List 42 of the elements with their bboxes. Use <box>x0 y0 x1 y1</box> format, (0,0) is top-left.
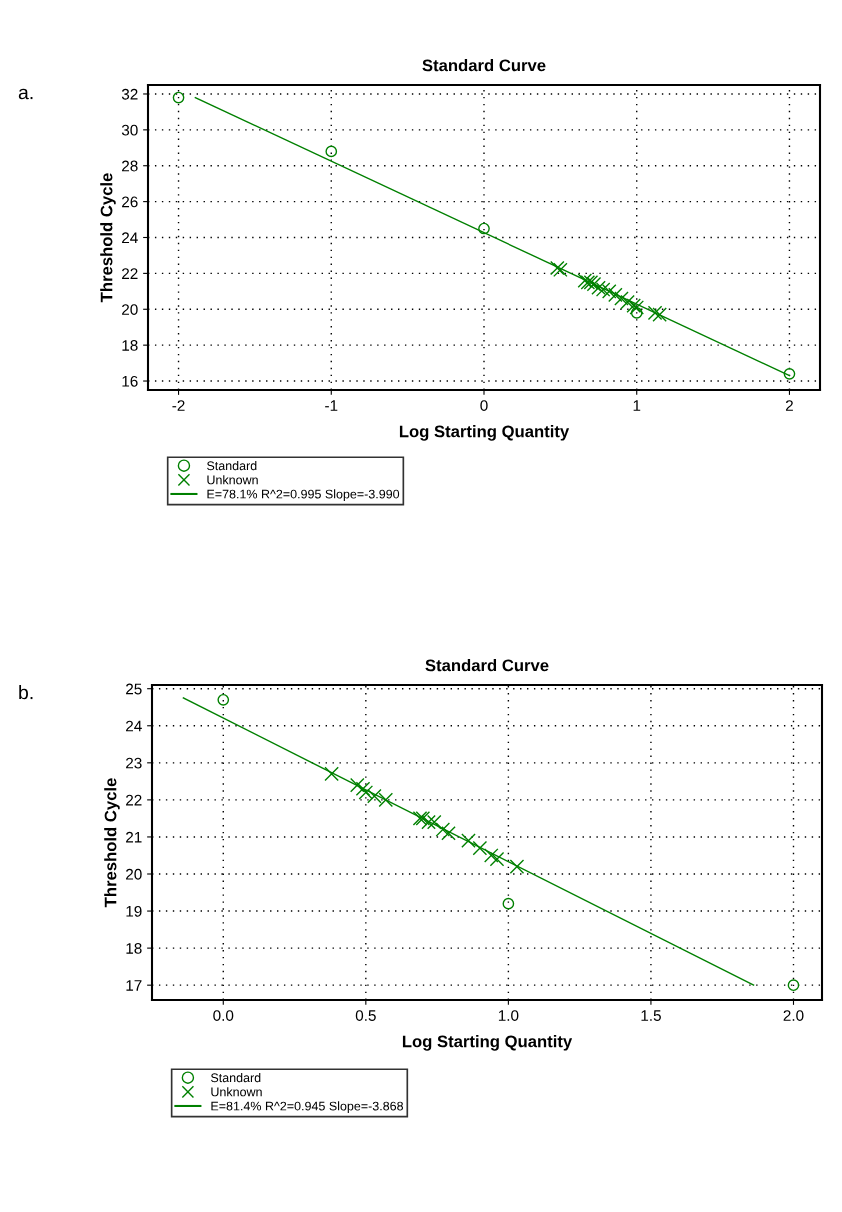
y-tick-label: 16 <box>122 375 138 387</box>
x-tick-label: 2 <box>785 400 793 411</box>
text: b. <box>19 685 33 700</box>
legend-label: E=78.1% R^2=0.995 Slope=-3.990 <box>207 489 400 501</box>
y-tick-label: 24 <box>126 720 142 732</box>
y-tick-label: 17 <box>126 980 142 991</box>
chart-title: Standard Curve <box>425 659 549 672</box>
y-tick-label: 22 <box>126 794 142 806</box>
legend-label: E=81.4% R^2=0.945 Slope=-3.868 <box>211 1101 404 1113</box>
y-tick-label: 32 <box>121 88 138 100</box>
y-tick-label: 25 <box>126 683 142 695</box>
y-tick-label: 18 <box>122 340 138 351</box>
x-axis-title: Log Starting Quantity <box>402 1035 573 1051</box>
y-tick-label: 19 <box>126 905 142 917</box>
y-tick-label: 18 <box>126 942 142 954</box>
y-axis-title: Threshold Cycle <box>100 173 116 303</box>
x-tick-label: 2.0 <box>783 1010 804 1021</box>
legend-label: Unknown <box>207 475 258 485</box>
x-tick-label: 1.0 <box>498 1010 519 1021</box>
x-axis-title: Log Starting Quantity <box>399 425 570 441</box>
y-tick-label: 28 <box>122 160 138 172</box>
text: a. <box>18 88 33 100</box>
y-tick-label: 22 <box>122 268 138 279</box>
y-tick-label: 20 <box>122 304 138 315</box>
chart-title: Standard Curve <box>422 59 546 72</box>
x-tick-label: 0 <box>480 400 488 411</box>
y-tick-label: 23 <box>126 757 142 769</box>
y-tick-label: 21 <box>126 831 142 843</box>
y-tick-label: 30 <box>121 124 138 136</box>
x-tick-label: 1.5 <box>641 1010 661 1021</box>
x-tick-label: 0.5 <box>355 1010 376 1021</box>
y-tick-label: 20 <box>126 868 142 880</box>
legend-label: Standard <box>210 1073 261 1083</box>
x-tick-label: 0.0 <box>213 1010 234 1021</box>
x-tick-label: -1 <box>325 400 338 411</box>
y-tick-label: 24 <box>122 232 138 244</box>
x-tick-label: 1 <box>633 400 641 411</box>
legend-label: Standard <box>207 461 257 471</box>
x-tick-label: -2 <box>172 400 185 411</box>
y-axis-title: Threshold Cycle <box>104 778 120 908</box>
legend-label: Unknown <box>211 1087 262 1097</box>
y-tick-label: 26 <box>122 196 138 208</box>
